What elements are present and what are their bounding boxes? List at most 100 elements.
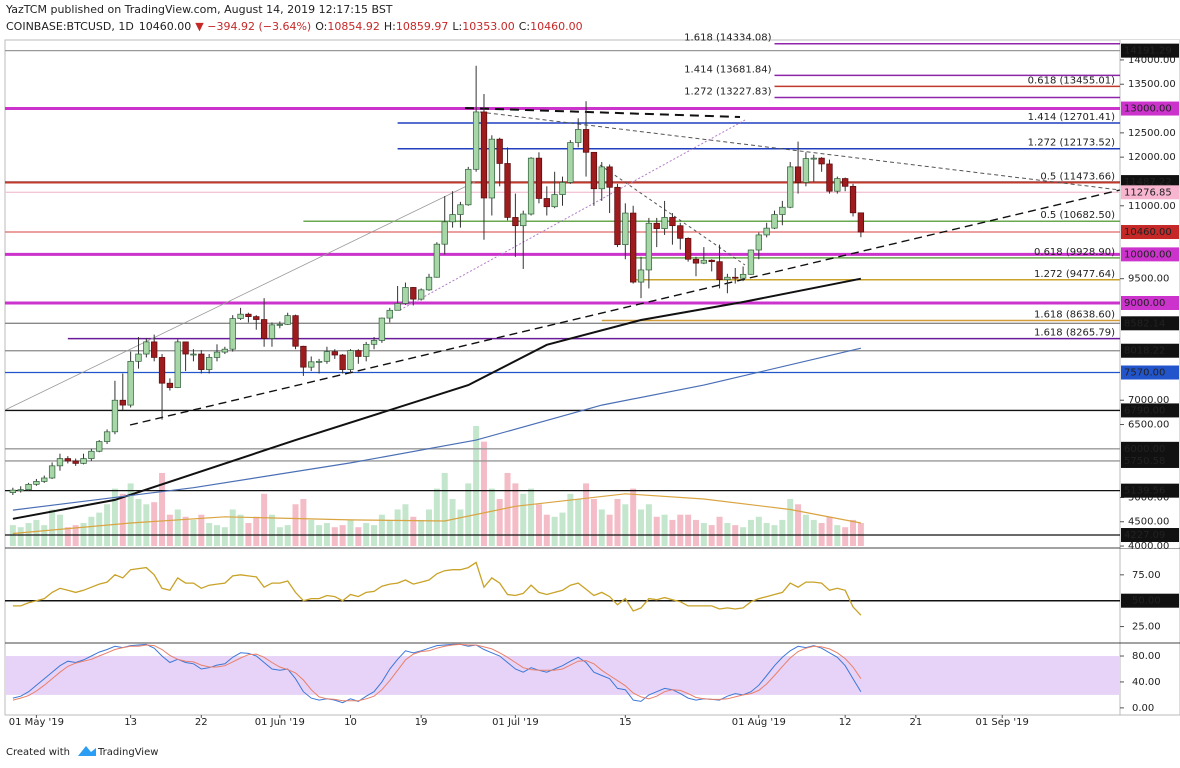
- volume-bar: [33, 519, 40, 546]
- candle-body: [622, 212, 629, 246]
- level-label: 5750.58: [1124, 456, 1165, 467]
- volume-bar: [268, 514, 275, 546]
- footer-brand[interactable]: TradingView: [97, 747, 158, 758]
- candle-body: [143, 341, 150, 355]
- candle-body: [410, 287, 417, 300]
- volume-bar: [386, 519, 393, 546]
- candle-body: [739, 273, 747, 279]
- volume-bar: [347, 519, 354, 546]
- stoch-band: [5, 656, 1120, 695]
- y-tick-label: 5000.00: [1128, 492, 1169, 503]
- change: ▼ −394.92 (−3.64%): [195, 20, 311, 33]
- y-tick-label: 11000.00: [1128, 201, 1176, 212]
- volume-bar: [755, 516, 762, 546]
- x-tick-label: 01 May '19: [9, 717, 64, 728]
- volume-bar: [535, 504, 542, 546]
- ohlc-key: O:: [315, 20, 327, 33]
- level-label: 14191.29: [1124, 46, 1172, 57]
- level-box: [1121, 185, 1179, 200]
- candle-body: [182, 341, 189, 355]
- volume-bar: [276, 527, 283, 546]
- candle-body: [645, 222, 653, 271]
- level-label: 10460.00: [1124, 227, 1172, 238]
- candle-body: [229, 318, 236, 350]
- candle-body: [716, 261, 723, 281]
- volume-bar: [630, 488, 637, 546]
- level-box: [1121, 365, 1179, 380]
- candle-body: [127, 360, 134, 406]
- volume-bar: [229, 509, 236, 546]
- candle-body: [41, 477, 48, 482]
- volume-bar: [253, 516, 260, 546]
- candle-body: [684, 237, 692, 260]
- volume-bar: [111, 488, 118, 546]
- candle-body: [17, 489, 24, 492]
- candle-body: [9, 489, 17, 493]
- level-box: [1121, 295, 1179, 310]
- volume-bar: [292, 504, 299, 546]
- candle-body: [72, 460, 79, 464]
- y-tick-label: 14000.00: [1128, 55, 1176, 66]
- trendline: [399, 119, 746, 311]
- candle-body: [300, 345, 307, 368]
- candle-body: [418, 289, 425, 300]
- fib-label: 1.272 (13227.83): [684, 86, 771, 97]
- candle-body: [119, 399, 126, 406]
- volume-bar: [449, 499, 456, 546]
- volume-bar: [622, 504, 629, 546]
- candle-body: [842, 178, 849, 187]
- y-tick-label: 75.00: [1132, 570, 1161, 581]
- candle-body: [198, 353, 205, 370]
- candle-body: [590, 151, 598, 190]
- ohlc-value: 10859.97: [396, 20, 449, 33]
- fib-label: 0.5 (11473.66): [1040, 172, 1115, 183]
- candle-body: [598, 166, 605, 190]
- volume-bar: [685, 514, 692, 546]
- volume-bar: [151, 502, 158, 546]
- candle-body: [794, 166, 802, 183]
- candle-body: [221, 348, 229, 353]
- ohlc-value: 10460.00: [530, 20, 583, 33]
- level-box: [1121, 483, 1179, 498]
- volume-bar: [261, 493, 268, 546]
- candle-body: [111, 399, 119, 433]
- y-tick-label: 0.00: [1132, 703, 1154, 714]
- volume-bar: [551, 516, 558, 546]
- volume-bar: [127, 483, 134, 546]
- volume-bar: [96, 512, 103, 546]
- candle-body: [276, 324, 283, 326]
- candle-body: [260, 319, 268, 339]
- fib-label: 0.618 (13455.01): [1028, 75, 1115, 86]
- volume-bar: [590, 499, 597, 546]
- candle-body: [834, 178, 841, 192]
- candle-body: [441, 221, 448, 245]
- candle-body: [394, 303, 401, 311]
- ohlc-value: 10854.92: [327, 20, 380, 33]
- candle-body: [339, 354, 346, 370]
- candle-body: [661, 217, 668, 229]
- volume-bar: [418, 519, 425, 546]
- candle-body: [237, 313, 244, 319]
- candle-body: [857, 212, 865, 233]
- candle-body: [402, 287, 409, 304]
- symbol: COINBASE:BTCUSD, 1D: [6, 20, 134, 33]
- volume-bar: [378, 514, 385, 546]
- ohlc-key: C:: [519, 20, 530, 33]
- candle-body: [80, 458, 87, 464]
- volume-bar: [779, 519, 786, 546]
- volume-bar: [795, 504, 802, 546]
- candle-body: [64, 458, 71, 462]
- candle-body: [449, 214, 456, 223]
- candle-body: [551, 194, 558, 208]
- candle-body: [174, 341, 181, 388]
- volume-bar: [355, 527, 362, 546]
- volume-bar: [237, 514, 244, 546]
- level-box: [1121, 247, 1179, 262]
- volume-bar: [480, 441, 487, 546]
- volume-bar: [850, 519, 857, 546]
- last-price: 10460.00: [139, 20, 192, 33]
- y-tick-label: 9500.00: [1128, 274, 1169, 285]
- y-tick-label: 12000.00: [1128, 152, 1176, 163]
- candle-body: [724, 276, 731, 281]
- level-box: [1121, 225, 1179, 240]
